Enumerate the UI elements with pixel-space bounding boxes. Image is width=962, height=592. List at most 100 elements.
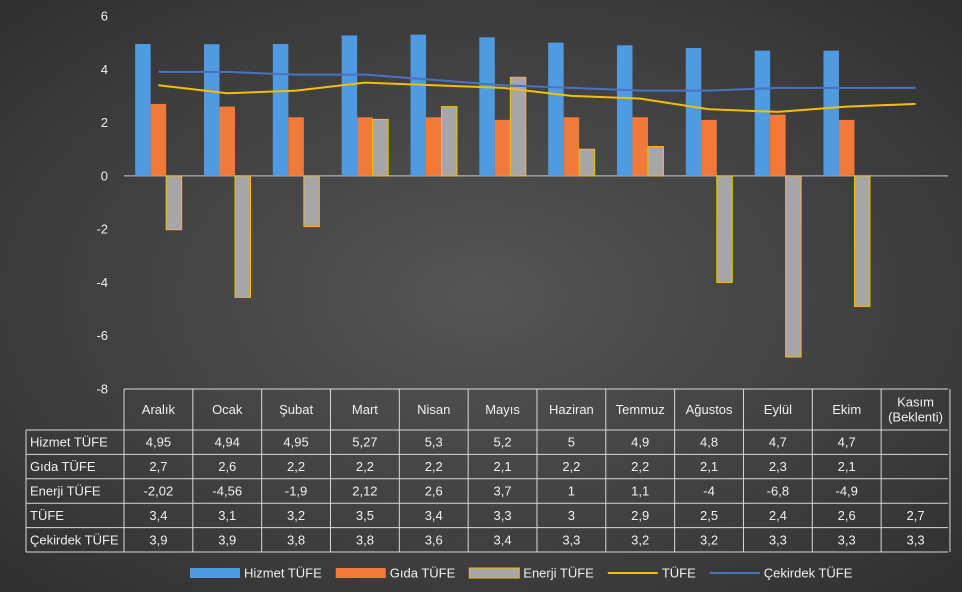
data-label: 3,4 — [149, 508, 167, 523]
data-label: -2,02 — [144, 484, 174, 499]
data-label: 3,1 — [218, 508, 236, 523]
bar-enerji-tufe — [647, 146, 664, 177]
bar-enerji-tufe — [165, 175, 183, 231]
bar-enerji-tufe — [440, 106, 458, 177]
y-tick-label: -2 — [96, 222, 108, 237]
bar-enerji-tufe — [234, 175, 251, 298]
bar-enerji-tufe — [578, 148, 596, 177]
bar-hizmet-tufe — [203, 44, 220, 176]
data-label: 3,9 — [149, 532, 167, 547]
bar-hizmet-tufe — [823, 50, 839, 176]
bar-enerji-tufe — [372, 118, 389, 177]
bar-hizmet-tufe — [135, 43, 151, 176]
bar-gida-tufe — [563, 117, 580, 176]
data-label: -6,8 — [767, 484, 789, 499]
data-label: 5,2 — [494, 435, 512, 450]
data-label: 2,7 — [907, 508, 925, 523]
x-tick-label: Eylül — [764, 402, 792, 417]
data-label: 3,8 — [287, 532, 305, 547]
bar-enerji-tufe — [785, 175, 802, 358]
data-label: 3,8 — [356, 532, 374, 547]
y-tick-label: -6 — [96, 328, 108, 343]
x-tick-label: Kasım — [897, 395, 934, 410]
data-label: 3,4 — [494, 532, 512, 547]
data-table: Aralık Ocak Şubat Mart Nisan Mayıs Haziran Temm… — [25, 388, 951, 553]
data-label: 2,2 — [425, 459, 443, 474]
data-label: 3,5 — [356, 508, 374, 523]
x-tick-label: Ekim — [832, 402, 861, 417]
bar-hizmet-tufe — [272, 43, 289, 176]
data-label: 4,9 — [631, 435, 649, 450]
bar-gida-tufe — [838, 119, 855, 176]
data-label: 5 — [568, 435, 575, 450]
data-label: 3,4 — [425, 508, 443, 523]
line-tufe — [158, 81, 916, 113]
data-label: 2,7 — [149, 459, 167, 474]
data-label: 2,2 — [356, 459, 374, 474]
bar-hizmet-tufe — [341, 35, 358, 176]
bar-enerji-tufe — [509, 76, 527, 177]
legend-label-hizmet-tufe: Hizmet TÜFE — [244, 566, 322, 581]
bar-gida-tufe — [288, 117, 304, 176]
data-label: 3,3 — [769, 532, 787, 547]
bar-enerji-tufe — [716, 175, 733, 283]
data-label: 3,2 — [287, 508, 305, 523]
table-row-label: Çekirdek TÜFE — [30, 532, 119, 547]
table-row-label: Hizmet TÜFE — [30, 435, 108, 450]
bar-enerji-tufe — [303, 175, 320, 227]
x-tick-label: Mayıs — [485, 402, 520, 417]
data-label: -1,9 — [285, 484, 307, 499]
data-label: 2,2 — [562, 459, 580, 474]
x-tick-label: Şubat — [279, 402, 313, 417]
y-tick-label: 0 — [101, 168, 108, 183]
data-label: 3,9 — [218, 532, 236, 547]
data-label: 4,95 — [283, 435, 308, 450]
data-label: 2,9 — [631, 508, 649, 523]
data-label: 2,12 — [352, 484, 377, 499]
x-tick-label: (Beklenti) — [888, 410, 943, 425]
data-label: 3,2 — [631, 532, 649, 547]
data-label: 3,6 — [425, 532, 443, 547]
y-tick-label: -4 — [96, 275, 108, 290]
bar-gida-tufe — [770, 114, 786, 176]
legend-label-cekirdek-tufe: Çekirdek TÜFE — [764, 566, 853, 581]
data-label: 4,94 — [215, 435, 240, 450]
data-label: 4,7 — [838, 435, 856, 450]
data-label: -4,9 — [836, 484, 858, 499]
data-label: 4,95 — [146, 435, 171, 450]
x-tick-label: Nisan — [417, 402, 450, 417]
y-tick-label: 2 — [101, 115, 108, 130]
data-label: -4 — [703, 484, 715, 499]
bar-gida-tufe — [632, 117, 648, 176]
data-label: 2,1 — [838, 459, 856, 474]
data-label: 3,3 — [907, 532, 925, 547]
line-cekirdek-tufe — [158, 70, 916, 92]
bar-enerji-tufe — [853, 175, 871, 307]
bar-gida-tufe — [425, 117, 442, 176]
legend: Hizmet TÜFE Gıda TÜFE Enerji TÜFE TÜFE Çekir… — [190, 566, 853, 581]
x-tick-label: Temmuz — [616, 402, 665, 417]
data-label: 2,1 — [700, 459, 718, 474]
data-label: 2,6 — [838, 508, 856, 523]
data-label: 5,3 — [425, 435, 443, 450]
data-label: 3,2 — [700, 532, 718, 547]
bar-hizmet-tufe — [410, 34, 426, 176]
plot-marks — [124, 34, 948, 358]
data-label: 2,6 — [218, 459, 236, 474]
data-label: -4,56 — [212, 484, 242, 499]
bar-gida-tufe — [701, 119, 717, 176]
data-label: 2,3 — [769, 459, 787, 474]
data-label: 3,3 — [838, 532, 856, 547]
bar-hizmet-tufe — [548, 42, 564, 176]
data-label: 5,27 — [352, 435, 377, 450]
x-tick-label: Mart — [352, 402, 378, 417]
data-label: 2,4 — [769, 508, 787, 523]
y-axis-ticks: 6 4 2 0 -2 -4 -6 -8 — [96, 9, 108, 397]
data-label: 3,3 — [494, 508, 512, 523]
x-tick-label: Haziran — [549, 402, 594, 417]
data-label: 2,2 — [631, 459, 649, 474]
legend-label-gida-tufe: Gıda TÜFE — [390, 566, 456, 581]
bar-hizmet-tufe — [616, 45, 633, 176]
data-label: 2,6 — [425, 484, 443, 499]
